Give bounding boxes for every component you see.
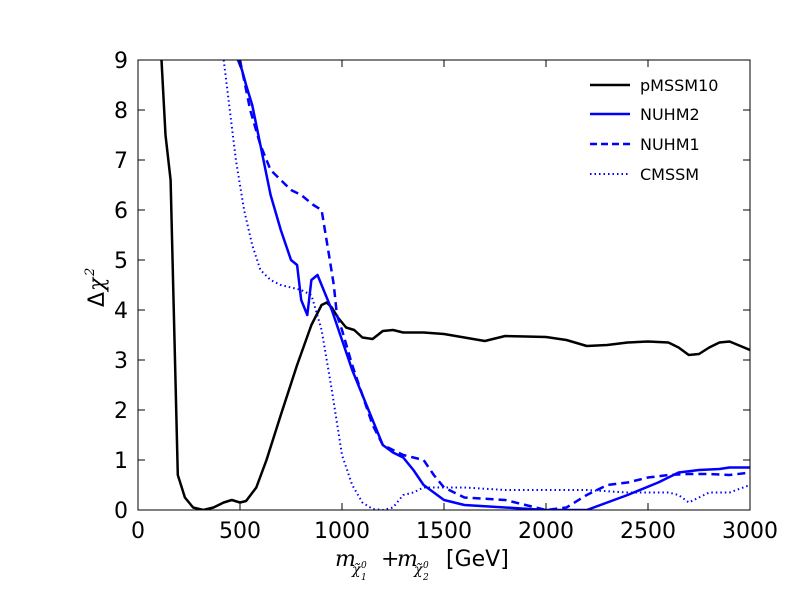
y-label-delta: Δ [85,292,110,307]
y-tick-label: 2 [114,399,128,424]
y-tick-label: 6 [114,199,128,224]
series-line-nuhm1 [238,60,750,510]
y-tick-label: 5 [114,249,128,274]
x-label-chi1-sub: 1 [361,573,367,583]
y-tick-labels: 0 1 2 3 4 5 6 7 8 9 [114,49,128,524]
x-label-chi1: χ̃ [351,562,362,578]
legend-label-nuhm2: NUHM2 [640,105,700,124]
legend-label-nuhm1: NUHM1 [640,135,700,154]
x-label-plus: + [381,547,399,572]
x-label-m2: m [397,547,418,572]
tick-layer [137,59,751,511]
x-tick-label: 1000 [314,519,370,544]
x-tick-label: 0 [131,519,145,544]
y-tick-label: 0 [114,499,128,524]
y-tick-label: 4 [114,299,128,324]
y-label-chi: χ [85,276,110,293]
legend-label-cmssm: CMSSM [640,165,699,184]
x-tick-label: 2500 [620,519,676,544]
y-label-sup: 2 [83,268,98,277]
legend-label-pmssm10: pMSSM10 [640,76,718,95]
y-axis-label: Δ χ 2 [83,268,110,307]
x-tick-labels: 0 500 1000 1500 2000 2500 3000 [131,519,778,544]
x-axis-label: m χ̃ 1 0 + m χ̃ 2 0 [GeV] [335,547,509,583]
y-tick-label: 7 [114,149,128,174]
x-label-chi2: χ̃ [413,562,424,578]
x-tick-label: 500 [219,519,261,544]
series-layer [160,60,750,510]
x-tick-label: 3000 [722,519,778,544]
y-tick-label: 8 [114,99,128,124]
x-tick-label: 1500 [416,519,472,544]
x-tick-label: 2000 [518,519,574,544]
x-label-chi1-sup: 0 [361,561,367,571]
x-label-chi2-sup: 0 [423,561,429,571]
legend: pMSSM10 NUHM2 NUHM1 CMSSM [590,76,718,184]
plot-area [138,60,750,510]
y-tick-label: 3 [114,349,128,374]
x-label-unit: [GeV] [446,547,509,572]
x-label-m: m [335,547,356,572]
y-tick-label: 9 [114,49,128,74]
x-label-chi2-sub: 2 [422,573,429,583]
y-tick-label: 1 [114,449,128,474]
series-line-pmssm10 [160,60,750,510]
